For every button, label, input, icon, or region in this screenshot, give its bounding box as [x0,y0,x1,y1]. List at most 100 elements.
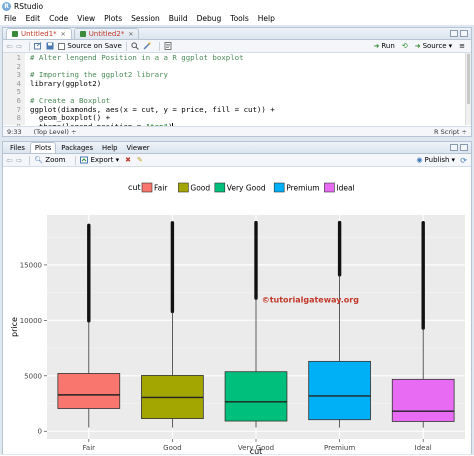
x-axis-title: cut [250,447,263,454]
legend-key-fair [141,182,153,193]
minimize-pane-icon[interactable] [450,144,458,151]
line-number: 3 [16,70,21,80]
r-file-icon [12,31,18,37]
window-title: RStudio [14,1,44,11]
legend-label: Ideal [336,184,354,193]
x-tick-label-premium: Premium [324,444,355,452]
legend-label: Fair [154,184,168,193]
menu-help[interactable]: Help [257,14,275,23]
code-editor[interactable]: 123456789 # Alter lengend Position in a … [3,53,471,131]
pane-window-controls [450,30,468,37]
rerun-icon: ⟲ [401,42,408,50]
export-button[interactable]: Export ▾ [80,156,119,164]
plots-toolbar: ⇦ ⇨ 🔍︎ Zoom Export ▾ ✖ ✎ ◉ Publish ▾ ⟳ [3,154,471,167]
previous-plot-icon[interactable]: ⇦ [6,155,13,165]
tab-packages[interactable]: Packages [61,143,93,152]
legend-title: cut [128,183,141,192]
close-tab-icon[interactable]: ✕ [60,30,66,38]
watermark-annotation: ©tutorialgateway.org [262,296,360,305]
outline-icon: ≡ [459,42,465,50]
save-icon[interactable] [46,42,54,50]
line-number-gutter: 123456789 [3,53,25,130]
export-icon [80,156,89,164]
box-ideal [391,378,455,422]
tab-untitled2[interactable]: Untitled2* ✕ [73,28,140,39]
tab-help[interactable]: Help [102,143,118,152]
code-lines[interactable]: # Alter lengend Position in a a R ggplot… [25,53,471,131]
show-in-window-icon[interactable] [34,42,42,50]
next-plot-icon[interactable]: ⇨ [15,155,23,165]
menu-code[interactable]: Code [49,14,69,23]
find-replace-icon[interactable] [131,42,139,50]
remove-plot-button[interactable]: ✖ [125,156,131,164]
y-tick-label: 15000 [20,261,42,269]
menu-tools[interactable]: Tools [230,14,249,23]
tab-plots[interactable]: Plots [29,142,57,153]
y-axis-title: price [10,317,19,337]
refresh-icon[interactable]: ⟳ [460,156,467,165]
line-number: 5 [16,87,21,97]
code-line[interactable]: # Importing the ggplot2 library [30,70,168,80]
menu-session[interactable]: Session [131,14,160,23]
chevron-down-icon: ▾ [448,42,453,50]
title-bar: R RStudio [0,0,474,12]
run-arrow-icon: ➜ [373,42,380,50]
line-number: 4 [16,78,21,88]
code-tools-icon[interactable] [143,42,151,50]
source-button[interactable]: ➜ Source ▾ [414,42,453,50]
editor-scrollbar[interactable] [465,53,471,125]
plots-tab-bar: Files Plots Packages Help Viewer [3,142,471,154]
publish-icon: ◉ [416,156,423,164]
legend-label: Good [190,184,210,193]
source-on-save-checkbox[interactable] [58,42,66,50]
menu-view[interactable]: View [77,14,96,23]
tab-files[interactable]: Files [10,143,25,152]
clear-all-plots-button[interactable]: ✎ [137,156,143,164]
cursor-position: 9:33 [7,127,22,136]
code-line[interactable]: # Create a Boxplot [30,95,111,105]
tab-untitled1[interactable]: Untitled1* ✕ [6,28,72,39]
menu-build[interactable]: Build [168,14,188,23]
workspace: Untitled1* ✕ Untitled2* ✕ ⇦ ⇨ Source on … [0,25,474,456]
chevron-down-icon: ▾ [451,156,455,164]
legend-label: Premium [286,184,319,193]
legend-key-good [178,182,189,193]
forward-arrow-icon[interactable]: ⇨ [15,41,23,51]
maximize-pane-icon[interactable] [460,144,468,151]
code-line[interactable]: ggplot(diamonds, aes(x = cut, y = price,… [30,104,275,114]
plots-pane: Files Plots Packages Help Viewer ⇦ ⇨ 🔍︎ Z… [2,141,472,456]
menu-edit[interactable]: Edit [25,14,41,23]
x-tick-label-ideal: Ideal [415,444,432,452]
close-tab-icon[interactable]: ✕ [128,30,134,38]
source-on-save-label: Source on Save [67,42,122,50]
legend-label: Very Good [227,184,266,193]
run-button[interactable]: ➜ Run [373,42,395,50]
y-tick-label: 0 [38,428,42,436]
tab-viewer[interactable]: Viewer [126,143,150,152]
minimize-pane-icon[interactable] [450,30,458,37]
x-tick-label-fair: Fair [83,444,96,452]
compile-report-icon[interactable] [164,42,172,50]
back-arrow-icon[interactable]: ⇦ [6,41,13,51]
outline-button[interactable]: ≡ [457,42,467,50]
source-tab-bar: Untitled1* ✕ Untitled2* ✕ [3,28,471,40]
line-number: 2 [16,61,21,71]
code-line[interactable]: geom_boxplot() + [30,113,111,123]
filetype-selector[interactable]: R Script ÷ [434,127,467,136]
plot-canvas: cut Fair Good Very Good Premium Ideal 0 5000 100… [3,167,471,456]
code-line[interactable]: # Alter lengend Position in a a R ggplot… [30,53,244,62]
box-very-good [224,371,288,422]
menu-file[interactable]: File [4,14,17,23]
scope-selector[interactable]: (Top Level) ÷ [33,127,77,136]
publish-button[interactable]: ◉ Publish ▾ [416,156,455,164]
zoom-button[interactable]: 🔍︎ Zoom [34,156,66,164]
zoom-icon: 🔍︎ [34,156,44,164]
rerun-button[interactable]: ⟲ [400,42,410,50]
code-line[interactable]: library(ggplot2) [30,78,102,88]
x-tick-label-very-good: Very Good [238,444,274,452]
boxplot-chart: cut Fair Good Very Good Premium Ideal 0 5000 100… [10,182,465,456]
box-premium [308,360,371,421]
maximize-pane-icon[interactable] [460,30,468,37]
menu-debug[interactable]: Debug [196,14,222,23]
menu-plots[interactable]: Plots [104,14,123,23]
